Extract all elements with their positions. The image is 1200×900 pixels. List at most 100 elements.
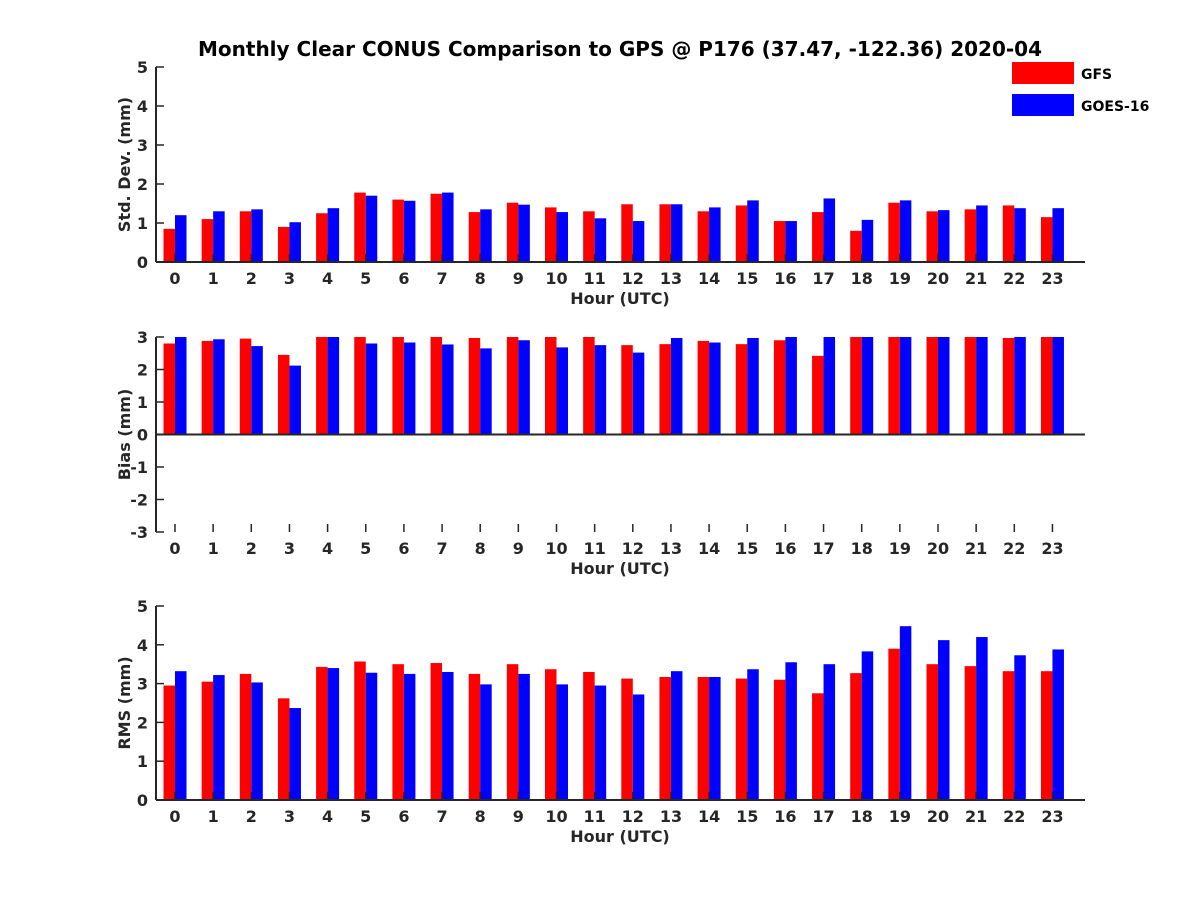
rms-y-tick-label: 2 — [137, 713, 148, 732]
rms-bar-gfs-2 — [239, 673, 252, 800]
rms-x-tick-label: 1 — [208, 807, 219, 826]
rms-bar-gfs-23 — [1040, 671, 1053, 800]
rms-bar-gfs-14 — [697, 677, 710, 800]
bias-bar-goes16-12 — [632, 352, 645, 435]
rms-bar-gfs-19 — [888, 648, 900, 800]
std-dev-x-tick-label: 19 — [889, 269, 911, 288]
std-dev-bar-goes16-17 — [823, 198, 836, 262]
rms-bar-goes16-6 — [403, 673, 416, 800]
rms-bar-gfs-16 — [773, 679, 786, 800]
bias-bar-gfs-12 — [621, 345, 633, 435]
rms-bar-goes16-13 — [670, 671, 683, 800]
std-dev-bar-goes16-5 — [365, 195, 378, 262]
rms-bar-goes16-23 — [1052, 649, 1064, 800]
rms-bar-gfs-8 — [468, 673, 481, 800]
bias-y-tick-label: -3 — [130, 523, 148, 542]
bias-bar-gfs-23 — [1040, 337, 1053, 435]
std-dev-bar-goes16-10 — [556, 212, 568, 262]
std-dev-bar-goes16-11 — [594, 218, 607, 262]
bias-bar-gfs-11 — [583, 337, 595, 435]
bias-bar-gfs-14 — [697, 340, 710, 435]
bias-x-tick-label: 23 — [1041, 539, 1063, 558]
rms-bar-goes16-2 — [251, 682, 263, 800]
rms-x-tick-label: 13 — [660, 807, 682, 826]
bias-bar-gfs-17 — [812, 355, 824, 435]
bias-x-tick-label: 1 — [208, 539, 219, 558]
std-dev-bar-goes16-18 — [861, 219, 874, 262]
rms-bar-gfs-4 — [316, 666, 328, 800]
std-dev-bar-gfs-3 — [277, 226, 290, 262]
std-dev-x-tick-label: 17 — [812, 269, 834, 288]
bias-bar-goes16-13 — [670, 337, 683, 435]
rms-x-tick-label: 11 — [584, 807, 606, 826]
std-dev-bar-goes16-21 — [976, 205, 988, 262]
bias-x-label: Hour (UTC) — [570, 559, 670, 578]
legend-swatch-goes16 — [1012, 94, 1074, 116]
bias-bar-gfs-16 — [773, 340, 786, 435]
std-dev-x-tick-label: 23 — [1041, 269, 1063, 288]
bias-x-tick-label: 0 — [169, 539, 180, 558]
std-dev-bar-goes16-19 — [899, 200, 912, 262]
std-dev-bar-goes16-23 — [1052, 208, 1064, 262]
std-dev-x-tick-label: 20 — [927, 269, 949, 288]
std-dev-bar-gfs-6 — [392, 199, 404, 262]
rms-y-tick-label: 0 — [137, 791, 148, 810]
std-dev-x-tick-label: 5 — [360, 269, 371, 288]
std-dev-y-label: Std. Dev. (mm) — [115, 97, 134, 232]
rms-x-tick-label: 20 — [927, 807, 949, 826]
bias-bar-gfs-8 — [468, 337, 481, 435]
rms-bar-gfs-12 — [621, 678, 633, 800]
rms-bar-goes16-18 — [861, 651, 874, 800]
std-dev-bar-gfs-13 — [659, 204, 671, 262]
bias-y-tick-label: -1 — [130, 458, 148, 477]
std-dev-x-tick-label: 1 — [208, 269, 219, 288]
bias-x-tick-label: 19 — [889, 539, 911, 558]
bias-x-tick-label: 20 — [927, 539, 949, 558]
bias-bar-goes16-0 — [175, 337, 187, 435]
rms-x-tick-label: 12 — [622, 807, 644, 826]
std-dev-bar-goes16-7 — [442, 192, 454, 262]
bias-bar-goes16-16 — [785, 337, 797, 435]
bias-bar-gfs-5 — [354, 337, 366, 435]
std-dev-bar-gfs-14 — [697, 211, 710, 262]
bias-x-tick-label: 13 — [660, 539, 682, 558]
rms-x-tick-label: 4 — [322, 807, 333, 826]
std-dev-y-tick-label: 3 — [137, 136, 148, 155]
bias-bar-goes16-9 — [518, 340, 530, 435]
std-dev-x-tick-label: 10 — [545, 269, 567, 288]
std-dev-x-tick-label: 7 — [436, 269, 447, 288]
rms-bar-gfs-22 — [1002, 671, 1015, 800]
std-dev-bar-goes16-1 — [213, 211, 225, 262]
std-dev-x-tick-label: 21 — [965, 269, 987, 288]
bias-x-tick-label: 5 — [360, 539, 371, 558]
std-dev-bar-goes16-0 — [175, 215, 187, 262]
std-dev-bar-gfs-1 — [201, 219, 214, 262]
rms-bar-goes16-19 — [899, 626, 912, 800]
rms-y-tick-label: 1 — [137, 752, 148, 771]
std-dev-bar-goes16-2 — [251, 209, 263, 262]
bias-x-tick-label: 15 — [736, 539, 758, 558]
std-dev-y-tick-label: 5 — [137, 58, 148, 77]
rms-bar-gfs-11 — [583, 671, 595, 800]
rms-bar-goes16-3 — [289, 708, 301, 800]
rms-x-label: Hour (UTC) — [570, 827, 670, 846]
rms-x-tick-label: 14 — [698, 807, 720, 826]
rms-bar-goes16-12 — [632, 694, 645, 800]
bias-x-tick-label: 6 — [398, 539, 409, 558]
bias-x-tick-label: 3 — [284, 539, 295, 558]
bias-bar-gfs-1 — [201, 340, 214, 435]
std-dev-y-tick-label: 1 — [137, 214, 148, 233]
bias-bar-gfs-15 — [735, 344, 748, 435]
bias-bar-goes16-7 — [442, 344, 454, 435]
rms-bar-gfs-20 — [926, 664, 938, 800]
std-dev-bar-goes16-12 — [632, 221, 645, 262]
rms-bar-goes16-11 — [594, 685, 607, 800]
std-dev-bar-goes16-8 — [480, 209, 492, 262]
std-dev-bar-goes16-16 — [785, 221, 797, 262]
std-dev-x-tick-label: 15 — [736, 269, 758, 288]
rms-y-tick-label: 3 — [137, 675, 148, 694]
std-dev-bar-gfs-18 — [850, 230, 862, 262]
legend: GFS GOES-16 — [1012, 62, 1149, 116]
